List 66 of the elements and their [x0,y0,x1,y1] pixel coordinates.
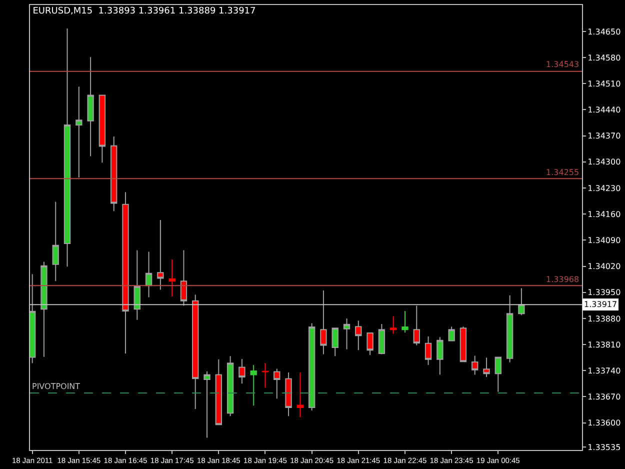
candlestick [436,336,444,376]
candlestick [122,192,129,354]
candlestick [204,370,210,438]
candlestick [226,356,234,417]
candlestick [448,326,455,342]
y-tick-label: 1.33600 [588,418,621,428]
candlestick [332,328,338,357]
candlestick [506,294,514,363]
candlestick [30,274,36,364]
candlestick [262,362,269,388]
candlestick [483,357,490,378]
candlestick [238,358,246,384]
ref-line-label: PIVOTPOINT [32,382,80,391]
candlestick [285,372,292,417]
candlestick [402,310,408,334]
ref-line-label: 1.33968 [546,275,580,284]
y-tick-label: 1.34020 [588,262,621,272]
y-tick-label: 1.34090 [588,236,621,245]
candlestick [413,305,420,346]
y-tick-label: 1.34510 [588,79,621,88]
chart-title: EURUSD,M15 1.33893 1.33961 1.33889 1.33917 [32,6,256,16]
candlestick [64,28,71,268]
candlestick [472,355,478,376]
candlestick [192,294,199,410]
candlestick [390,316,397,334]
y-tick-label: 1.34580 [588,53,621,62]
y-tick-label: 1.33950 [588,288,621,298]
candlestick [250,364,257,406]
candlestick [274,368,280,400]
candlestick [320,290,327,355]
candlestick [215,358,222,426]
candlestick [308,322,316,411]
candlestick [76,86,82,178]
y-tick-label: 1.33535 [588,442,621,452]
y-tick-label: 1.34160 [588,210,621,219]
y-tick-label: 1.33740 [588,366,621,376]
candlestick [518,288,525,316]
y-tick-label: 1.34300 [588,158,621,167]
candlestick [366,332,374,356]
ref-line-label: 1.34255 [546,168,580,177]
ref-line-label: 1.34543 [546,60,580,69]
candlestick [180,250,188,306]
candlestick [145,251,152,298]
y-tick-label: 1.34370 [588,132,621,141]
candlestick [98,94,106,164]
candlestick [40,261,48,358]
candlestick [424,336,432,366]
y-tick-label: 1.34230 [588,184,621,193]
y-tick-label: 1.33880 [588,314,621,324]
candlestick [296,372,304,418]
candlestick [168,259,176,297]
y-tick-label: 1.34440 [588,106,621,115]
candlestick [494,356,502,392]
candlestick [52,201,59,282]
candlestick [110,136,118,212]
y-tick-label: 1.33810 [588,340,621,350]
candlestick [157,220,164,290]
candlestick [134,250,140,320]
ref-line-label: 1.33917 [584,300,618,309]
candlestick [343,318,350,350]
y-tick-label: 1.34650 [588,27,621,36]
y-tick-label: 1.33670 [588,392,621,402]
candlestick [87,56,94,157]
candlestick [378,324,386,355]
candlestick [460,326,467,362]
candlestick [355,320,362,351]
